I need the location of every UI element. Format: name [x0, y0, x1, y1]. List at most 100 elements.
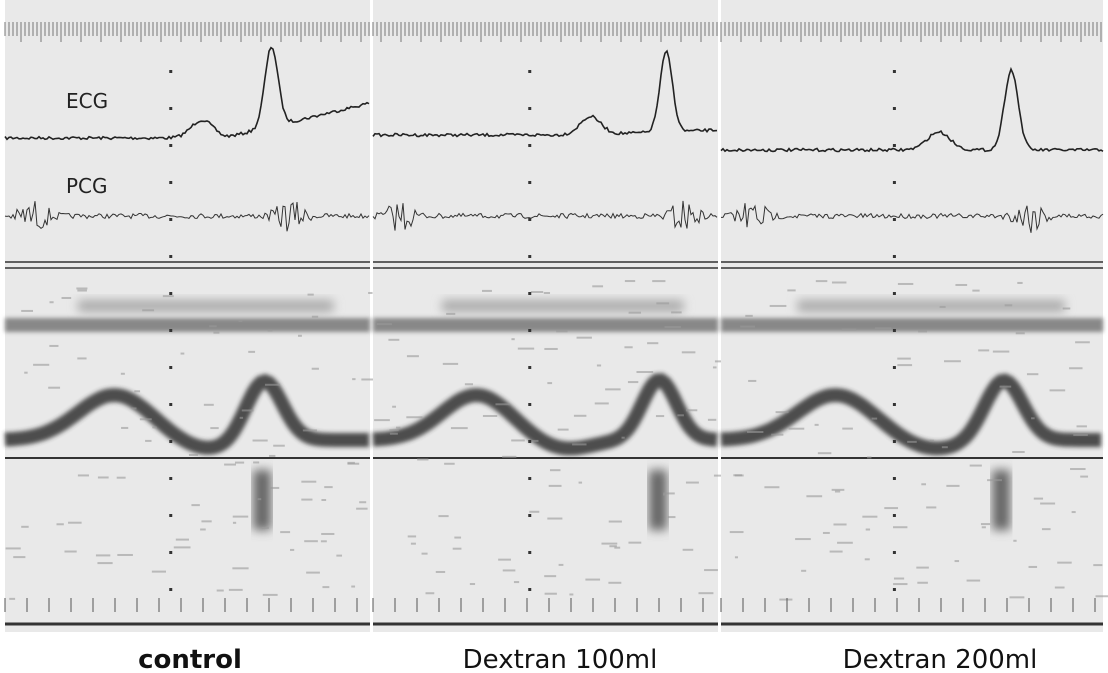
- speckle: [232, 515, 249, 518]
- speckle: [614, 546, 621, 549]
- speckle: [392, 405, 397, 408]
- speckle: [636, 371, 654, 374]
- speckle: [417, 458, 429, 461]
- speckle: [1080, 475, 1089, 478]
- time-marker: [528, 588, 532, 591]
- speckle: [191, 504, 200, 507]
- speckle: [926, 506, 937, 509]
- speckle: [817, 452, 832, 455]
- time-marker: [892, 477, 896, 480]
- speckle: [677, 414, 684, 417]
- speckle: [77, 357, 87, 360]
- mmode-echo: [253, 470, 272, 530]
- speckle: [396, 426, 401, 429]
- time-marker: [528, 218, 532, 221]
- speckle: [608, 520, 622, 523]
- speckle: [987, 479, 1002, 482]
- speckle: [406, 355, 419, 358]
- speckle: [969, 464, 982, 467]
- time-marker: [528, 255, 532, 258]
- speckle: [576, 336, 592, 339]
- pcg-trace: [4, 201, 370, 232]
- speckle: [97, 562, 113, 565]
- speckle: [56, 523, 64, 526]
- speckle: [592, 285, 604, 288]
- speckle: [213, 331, 220, 334]
- speckle: [712, 366, 717, 369]
- speckle: [117, 553, 133, 556]
- time-marker: [892, 551, 896, 554]
- speckle: [775, 411, 789, 414]
- time-marker: [169, 551, 173, 554]
- ruler: [372, 22, 718, 42]
- speckle: [1073, 433, 1088, 436]
- speckle: [210, 427, 219, 430]
- ecg-label: ECG: [66, 89, 108, 113]
- speckle: [698, 592, 714, 595]
- speckle: [359, 501, 367, 504]
- speckle: [64, 550, 77, 553]
- speckle: [273, 444, 285, 447]
- speckle: [941, 446, 948, 449]
- panel-bg: [721, 0, 1103, 632]
- speckle: [764, 486, 780, 489]
- speckle: [671, 311, 682, 314]
- speckle: [734, 474, 744, 477]
- speckle: [966, 579, 981, 582]
- ecg-trace: [372, 49, 718, 138]
- speckle: [1054, 586, 1065, 589]
- speckle: [450, 427, 468, 430]
- time-marker: [892, 70, 896, 73]
- speckle: [1026, 373, 1039, 376]
- speckle: [228, 588, 243, 591]
- speckle: [232, 567, 249, 570]
- speckle: [605, 388, 621, 391]
- speckle: [234, 461, 245, 464]
- time-marker: [892, 366, 896, 369]
- speckle: [224, 463, 236, 466]
- speckle: [13, 556, 26, 559]
- time-marker: [169, 144, 173, 147]
- speckle: [407, 535, 417, 538]
- speckle: [955, 283, 968, 286]
- speckle: [444, 462, 455, 465]
- speckle: [1004, 304, 1013, 307]
- speckle: [238, 320, 243, 323]
- speckle: [9, 597, 16, 600]
- speckle: [893, 577, 905, 580]
- speckle: [549, 469, 561, 472]
- time-marker: [528, 551, 532, 554]
- speckle: [547, 382, 553, 385]
- speckle: [628, 541, 642, 544]
- time-marker: [169, 218, 173, 221]
- speckle: [544, 592, 557, 595]
- speckle: [1093, 564, 1103, 567]
- speckle: [452, 547, 462, 550]
- speckle: [139, 418, 152, 421]
- speckle: [95, 554, 111, 557]
- speckle: [893, 526, 908, 529]
- speckle: [918, 330, 927, 333]
- speckle: [376, 323, 392, 326]
- speckle: [464, 383, 474, 386]
- pcg-label: PCG: [66, 174, 108, 198]
- speckle: [389, 429, 399, 432]
- speckle: [729, 531, 744, 534]
- speckle: [831, 281, 847, 284]
- speckle: [980, 523, 991, 526]
- speckle: [907, 440, 917, 443]
- time-marker: [892, 329, 896, 332]
- speckle: [917, 581, 928, 584]
- speckle: [1017, 281, 1023, 284]
- speckle: [814, 423, 819, 426]
- speckle: [145, 439, 152, 442]
- speckle: [601, 542, 618, 545]
- speckle: [502, 455, 517, 458]
- time-marker: [169, 403, 173, 406]
- speckle: [347, 462, 360, 465]
- speckle: [999, 385, 1012, 388]
- time-marker: [528, 514, 532, 517]
- echo-band: [442, 300, 684, 312]
- speckle: [788, 427, 805, 430]
- speckle: [446, 312, 456, 315]
